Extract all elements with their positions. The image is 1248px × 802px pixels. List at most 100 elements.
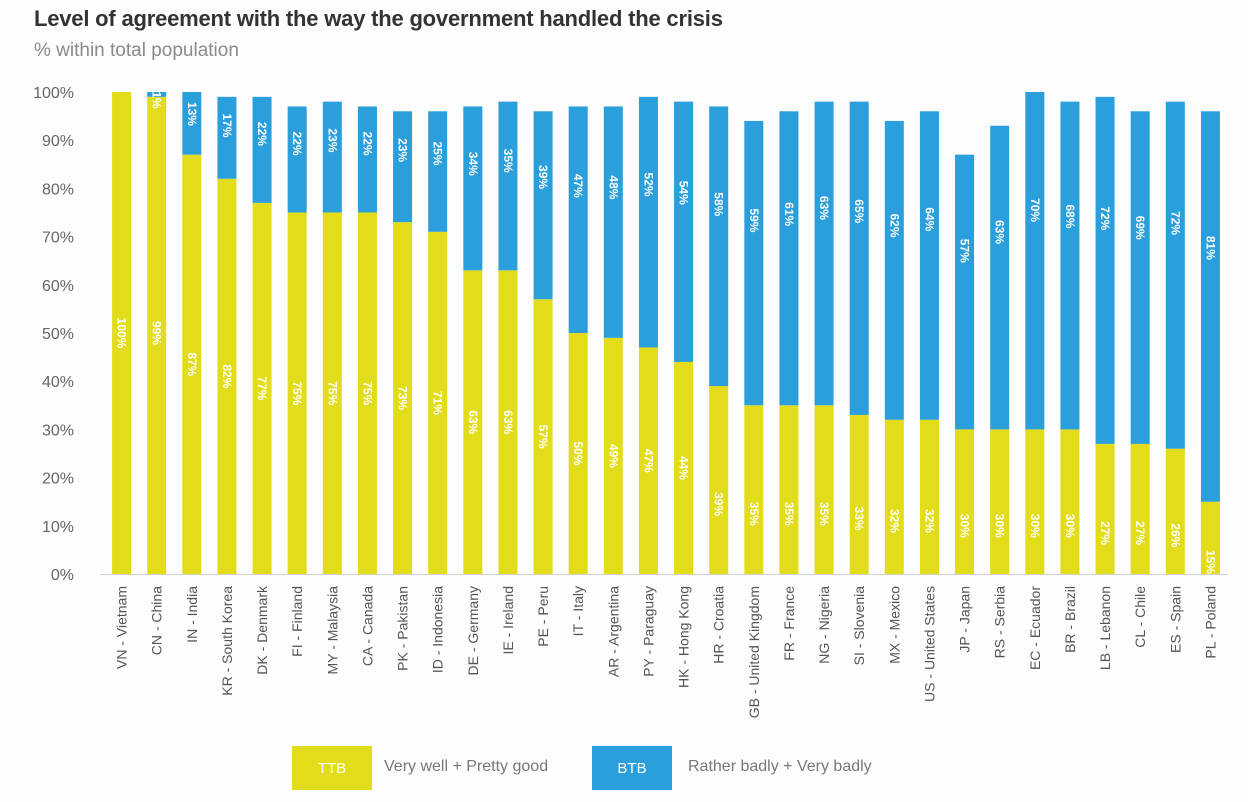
bar-group: 30% 63% (990, 125, 1010, 574)
bar-segment-btb (638, 96, 658, 348)
data-label-btb: 72% (1098, 206, 1112, 230)
bar-segment-ttb (1200, 501, 1220, 574)
bar-segment-btb (674, 101, 694, 362)
data-label-btb: 63% (817, 196, 831, 220)
bar-segment-ttb (112, 92, 132, 574)
bar-segment-ttb (1060, 429, 1080, 574)
bar-segment-btb (252, 96, 272, 203)
y-tick-label: 10% (42, 519, 74, 536)
bar-segment-btb (603, 106, 623, 338)
x-tick-label: RS - Serbia (992, 586, 1008, 659)
bar-group: 47% 52% (638, 96, 658, 574)
data-label-ttb: 32% (922, 509, 936, 533)
x-tick-label: DE - Germany (465, 586, 481, 675)
data-label-btb: 64% (922, 207, 936, 231)
bar-segment-ttb (779, 405, 799, 574)
data-label-ttb: 26% (1168, 523, 1182, 547)
data-label-btb: 57% (958, 239, 972, 263)
bar-group: 82% 17% (217, 96, 237, 574)
x-tick-label: PL - Poland (1202, 586, 1218, 659)
data-label-btb: 72% (1168, 211, 1182, 235)
x-tick-label: DK - Denmark (254, 585, 270, 675)
data-label-ttb: 35% (817, 502, 831, 526)
data-label-btb: 39% (536, 165, 550, 189)
bar-segment-ttb (147, 96, 167, 574)
bar-group: 50% 47% (568, 106, 588, 574)
data-label-btb: 13% (185, 102, 199, 126)
x-tick-label: ES - Spain (1167, 586, 1183, 653)
bar-segment-ttb (463, 270, 483, 574)
bar-group: 35% 59% (744, 120, 764, 574)
bar-group: 87% 13% (182, 92, 202, 574)
bar-segment-ttb (674, 361, 694, 574)
bar-segment-ttb (1095, 443, 1115, 574)
bar-segment-btb (568, 106, 588, 334)
x-tick-label: CL - Chile (1132, 586, 1148, 648)
data-label-btb: 69% (1133, 216, 1147, 240)
data-label-btb: 23% (325, 128, 339, 152)
bar-segment-ttb (849, 414, 869, 574)
bar-segment-ttb (919, 419, 939, 574)
chart-subtitle: % within total population (34, 40, 239, 61)
bar-segment-btb (779, 111, 799, 406)
x-tick-label: NG - Nigeria (816, 586, 832, 664)
bar-group: 39% 58% (709, 106, 729, 574)
x-tick-label: MY - Malaysia (324, 586, 340, 675)
x-tick-label: CN - China (149, 586, 165, 655)
data-label-ttb: 30% (1028, 514, 1042, 538)
data-label-ttb: 44% (677, 456, 691, 480)
bar-segment-ttb (1130, 443, 1150, 574)
x-tick-label: SI - Slovenia (851, 586, 867, 666)
bar-segment-ttb (322, 212, 342, 574)
bar-segment-btb (1200, 111, 1220, 502)
legend-swatch-btb: BTB (592, 746, 672, 790)
data-label-btb: 25% (431, 141, 445, 165)
bar-group: 75% 22% (357, 106, 377, 574)
data-label-btb: 59% (747, 208, 761, 232)
bar-group: 99% 1% (147, 91, 167, 574)
bar-group: 75% 22% (287, 106, 307, 574)
bar-group: 63% 35% (498, 101, 518, 574)
data-label-ttb: 50% (571, 441, 585, 465)
bar-segment-btb (182, 92, 202, 155)
bar-segment-ttb (638, 347, 658, 574)
bar-group: 27% 72% (1095, 96, 1115, 574)
data-label-ttb: 30% (993, 514, 1007, 538)
data-label-ttb: 35% (782, 502, 796, 526)
data-label-btb: 35% (501, 149, 515, 173)
data-label-btb: 70% (1028, 198, 1042, 222)
y-tick-label: 30% (42, 422, 74, 439)
x-tick-label: GB - United Kingdom (746, 586, 762, 718)
y-tick-label: 20% (42, 471, 74, 488)
bar-segment-ttb (709, 386, 729, 574)
data-label-btb: 52% (641, 173, 655, 197)
x-tick-label: FI - Finland (289, 586, 305, 657)
bar-group: 73% 23% (393, 111, 413, 574)
bar-group: 35% 63% (814, 101, 834, 574)
bar-group: 26% 72% (1165, 101, 1185, 574)
bar-segment-btb (498, 101, 518, 271)
bar-segment-btb (1025, 92, 1045, 430)
data-label-ttb: 99% (150, 321, 164, 345)
bar-segment-btb (1165, 101, 1185, 449)
data-label-ttb: 57% (536, 425, 550, 449)
bar-segment-ttb (357, 212, 377, 574)
data-label-ttb: 75% (290, 381, 304, 405)
data-label-btb: 1% (150, 91, 164, 109)
bar-segment-btb (147, 92, 167, 97)
bar-group: 35% 61% (779, 111, 799, 574)
data-label-btb: 22% (255, 122, 269, 146)
bar-group: 15% 81% (1200, 111, 1220, 574)
x-tick-label: VN - Vietnam (114, 586, 130, 669)
bar-group: 71% 25% (428, 111, 448, 574)
data-label-ttb: 63% (501, 410, 515, 434)
bar-segment-ttb (744, 405, 764, 574)
data-label-ttb: 100% (115, 318, 129, 349)
data-label-btb: 48% (606, 175, 620, 199)
bar-segment-btb (1060, 101, 1080, 430)
bar-group: 57% 39% (533, 111, 553, 574)
bar-segment-ttb (498, 270, 518, 574)
bar-group: 30% 57% (955, 154, 975, 574)
bar-segment-btb (357, 106, 377, 213)
bar-segment-ttb (955, 429, 975, 574)
